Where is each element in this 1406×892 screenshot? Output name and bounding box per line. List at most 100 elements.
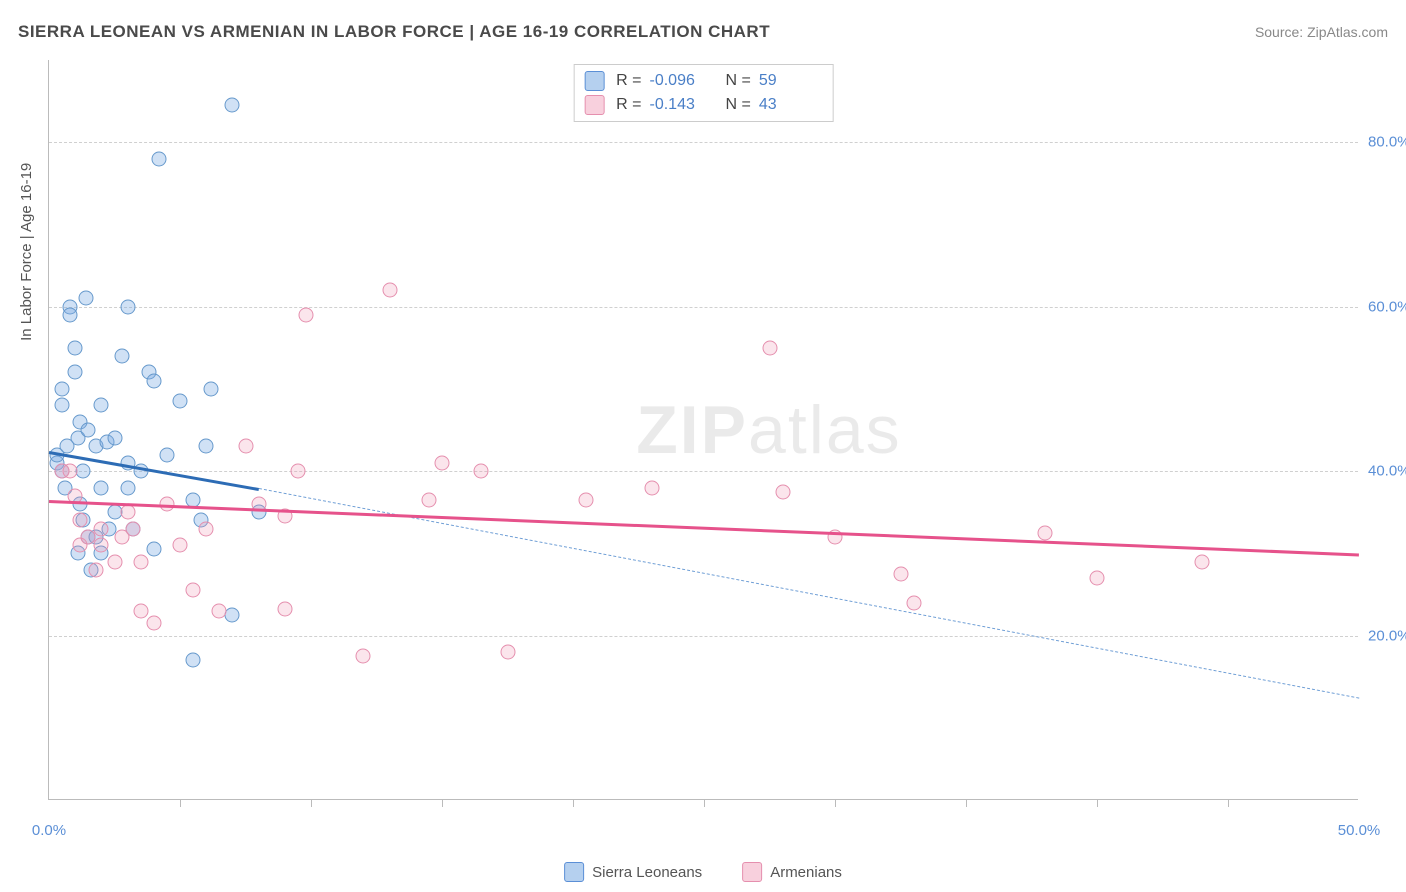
data-point (107, 431, 122, 446)
gridline (49, 307, 1358, 308)
gridline (49, 142, 1358, 143)
data-point (199, 439, 214, 454)
data-point (277, 602, 292, 617)
data-point (107, 554, 122, 569)
data-point (644, 480, 659, 495)
legend-swatch-icon (564, 862, 584, 882)
data-point (55, 398, 70, 413)
x-tick (573, 799, 574, 807)
data-point (199, 521, 214, 536)
r-value: -0.143 (650, 93, 714, 117)
x-tick (1228, 799, 1229, 807)
data-point (1037, 525, 1052, 540)
data-point (62, 307, 77, 322)
legend-swatch-icon (742, 862, 762, 882)
data-point (133, 603, 148, 618)
data-point (356, 649, 371, 664)
x-tick (1097, 799, 1098, 807)
data-point (212, 603, 227, 618)
trend-line (259, 488, 1360, 699)
x-tick (704, 799, 705, 807)
correlation-stats-box: R =-0.096N =59R =-0.143N =43 (573, 64, 834, 122)
watermark-light: atlas (748, 392, 902, 468)
data-point (762, 340, 777, 355)
data-point (125, 521, 140, 536)
series-swatch-icon (584, 95, 604, 115)
data-point (290, 464, 305, 479)
data-point (893, 566, 908, 581)
source-attribution: Source: ZipAtlas.com (1255, 24, 1388, 40)
x-tick (180, 799, 181, 807)
data-point (89, 562, 104, 577)
data-point (55, 381, 70, 396)
y-tick-label: 80.0% (1368, 134, 1406, 151)
data-point (146, 542, 161, 557)
data-point (1194, 554, 1209, 569)
x-tick-label: 0.0% (32, 822, 66, 839)
data-point (435, 455, 450, 470)
data-point (173, 394, 188, 409)
data-point (579, 492, 594, 507)
data-point (76, 464, 91, 479)
x-tick (442, 799, 443, 807)
trend-line (49, 500, 1359, 556)
data-point (500, 645, 515, 660)
data-point (1090, 571, 1105, 586)
n-value: 59 (759, 69, 823, 93)
n-value: 43 (759, 93, 823, 117)
data-point (186, 583, 201, 598)
x-tick (835, 799, 836, 807)
y-axis-label: In Labor Force | Age 16-19 (18, 163, 35, 341)
data-point (382, 283, 397, 298)
legend-label: Armenians (770, 864, 842, 881)
legend-item: Armenians (742, 862, 842, 882)
data-point (120, 299, 135, 314)
data-point (775, 484, 790, 499)
chart-title: SIERRA LEONEAN VS ARMENIAN IN LABOR FORC… (18, 22, 770, 42)
data-point (78, 291, 93, 306)
data-point (238, 439, 253, 454)
x-tick (311, 799, 312, 807)
data-point (94, 521, 109, 536)
data-point (68, 365, 83, 380)
data-point (94, 398, 109, 413)
data-point (120, 505, 135, 520)
data-point (115, 349, 130, 364)
data-point (159, 447, 174, 462)
data-point (146, 616, 161, 631)
data-point (94, 538, 109, 553)
series-swatch-icon (584, 71, 604, 91)
r-label: R = (616, 93, 641, 117)
data-point (94, 480, 109, 495)
data-point (120, 480, 135, 495)
legend: Sierra Leoneans Armenians (564, 862, 842, 882)
data-point (906, 595, 921, 610)
data-point (474, 464, 489, 479)
plot-area: ZIPatlas R =-0.096N =59R =-0.143N =43 20… (48, 60, 1358, 800)
data-point (81, 423, 96, 438)
data-point (421, 492, 436, 507)
x-tick-label: 50.0% (1338, 822, 1381, 839)
data-point (186, 653, 201, 668)
data-point (68, 340, 83, 355)
r-value: -0.096 (650, 69, 714, 93)
watermark-bold: ZIP (636, 392, 748, 468)
data-point (152, 151, 167, 166)
data-point (133, 554, 148, 569)
data-point (204, 381, 219, 396)
y-tick-label: 40.0% (1368, 463, 1406, 480)
n-label: N = (726, 69, 751, 93)
legend-label: Sierra Leoneans (592, 864, 702, 881)
stats-row: R =-0.096N =59 (584, 69, 823, 93)
y-tick-label: 60.0% (1368, 298, 1406, 315)
legend-item: Sierra Leoneans (564, 862, 702, 882)
data-point (225, 608, 240, 623)
data-point (173, 538, 188, 553)
data-point (146, 373, 161, 388)
data-point (73, 513, 88, 528)
data-point (225, 98, 240, 113)
gridline (49, 471, 1358, 472)
stats-row: R =-0.143N =43 (584, 93, 823, 117)
watermark: ZIPatlas (636, 391, 901, 469)
gridline (49, 636, 1358, 637)
